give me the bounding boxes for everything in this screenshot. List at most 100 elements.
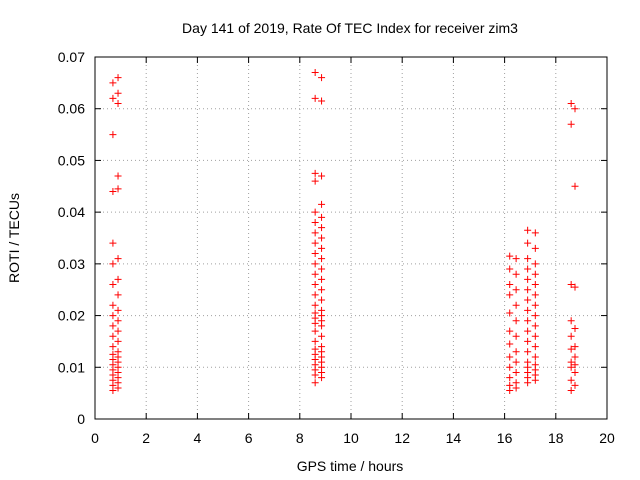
data-point: [531, 361, 539, 369]
data-point: [506, 340, 514, 348]
data-point: [311, 327, 319, 335]
data-point: [524, 296, 532, 304]
data-point: [109, 260, 117, 268]
data-point: [311, 379, 319, 387]
data-point: [531, 343, 539, 351]
data-point: [318, 97, 326, 105]
data-point: [318, 234, 326, 242]
data-point: [524, 239, 532, 247]
data-point: [524, 255, 532, 263]
data-point: [109, 94, 117, 102]
data-point: [524, 337, 532, 345]
data-point: [114, 255, 122, 263]
data-point: [512, 348, 520, 356]
data-point: [318, 74, 326, 82]
data-point: [531, 291, 539, 299]
data-point: [311, 218, 319, 226]
data-point: [571, 353, 579, 361]
data-point: [524, 306, 532, 314]
data-point: [531, 229, 539, 237]
data-point: [114, 291, 122, 299]
data-point: [512, 332, 520, 340]
data-point: [524, 348, 532, 356]
grid-lines: [95, 57, 607, 419]
data-point: [109, 79, 117, 87]
x-tick-label: 12: [394, 430, 410, 446]
x-tick-label: 20: [599, 430, 615, 446]
data-point: [524, 286, 532, 294]
data-point: [506, 353, 514, 361]
chart-title: Day 141 of 2019, Rate Of TEC Index for r…: [182, 20, 518, 36]
y-tick-label: 0: [77, 411, 85, 427]
data-point: [114, 172, 122, 180]
x-tick-label: 2: [142, 430, 150, 446]
data-point: [311, 291, 319, 299]
data-point: [531, 281, 539, 289]
data-point: [311, 169, 319, 177]
data-point: [531, 260, 539, 268]
data-point: [531, 312, 539, 320]
data-point: [114, 185, 122, 193]
data-point: [571, 343, 579, 351]
data-point: [311, 250, 319, 258]
x-tick-label: 6: [245, 430, 253, 446]
x-tick-label: 18: [548, 430, 564, 446]
y-tick-label: 0.01: [58, 359, 85, 375]
data-point: [512, 368, 520, 376]
data-point: [512, 358, 520, 366]
data-point: [567, 281, 575, 289]
data-point: [318, 286, 326, 294]
data-point: [531, 322, 539, 330]
x-tick-label: 4: [194, 430, 202, 446]
data-point: [311, 270, 319, 278]
y-axis-label: ROTI / TECUs: [6, 193, 22, 283]
data-point: [311, 94, 319, 102]
data-point: [506, 265, 514, 273]
data-point: [567, 317, 575, 325]
data-point: [571, 283, 579, 291]
data-point: [109, 187, 117, 195]
data-point: [311, 239, 319, 247]
data-point: [512, 301, 520, 309]
data-point: [512, 379, 520, 387]
data-point: [524, 327, 532, 335]
data-point: [114, 89, 122, 97]
data-points: [109, 69, 579, 395]
data-point: [512, 317, 520, 325]
data-point: [512, 270, 520, 278]
data-point: [109, 312, 117, 320]
data-point: [114, 306, 122, 314]
y-tick-label: 0.02: [58, 308, 85, 324]
data-point: [318, 244, 326, 252]
x-tick-label: 14: [446, 430, 462, 446]
data-point: [318, 343, 326, 351]
data-point: [571, 325, 579, 332]
data-point: [318, 296, 326, 304]
data-point: [318, 255, 326, 263]
data-point: [109, 343, 117, 351]
data-point: [318, 265, 326, 273]
y-tick-label: 0.05: [58, 152, 85, 168]
data-point: [318, 172, 326, 180]
x-tick-label: 16: [497, 430, 513, 446]
data-point: [571, 361, 579, 369]
data-point: [506, 291, 514, 299]
data-point: [567, 387, 575, 395]
y-tick-label: 0.04: [58, 204, 85, 220]
data-point: [114, 327, 122, 335]
data-point: [571, 105, 579, 113]
data-point: [311, 345, 319, 353]
data-point: [512, 255, 520, 263]
data-point: [311, 69, 319, 77]
data-point: [311, 260, 319, 268]
data-point: [311, 177, 319, 185]
axis-ticks: 0 2 4 6 8 10 12 14 16 18 20 0 0.01 0.02 0.03 0.04 0.05 0.…: [58, 49, 615, 446]
data-point: [114, 100, 122, 108]
data-point: [571, 381, 579, 389]
data-point: [506, 281, 514, 289]
data-point: [114, 74, 122, 82]
data-point: [571, 368, 579, 376]
data-point: [109, 281, 117, 289]
data-point: [318, 200, 326, 208]
